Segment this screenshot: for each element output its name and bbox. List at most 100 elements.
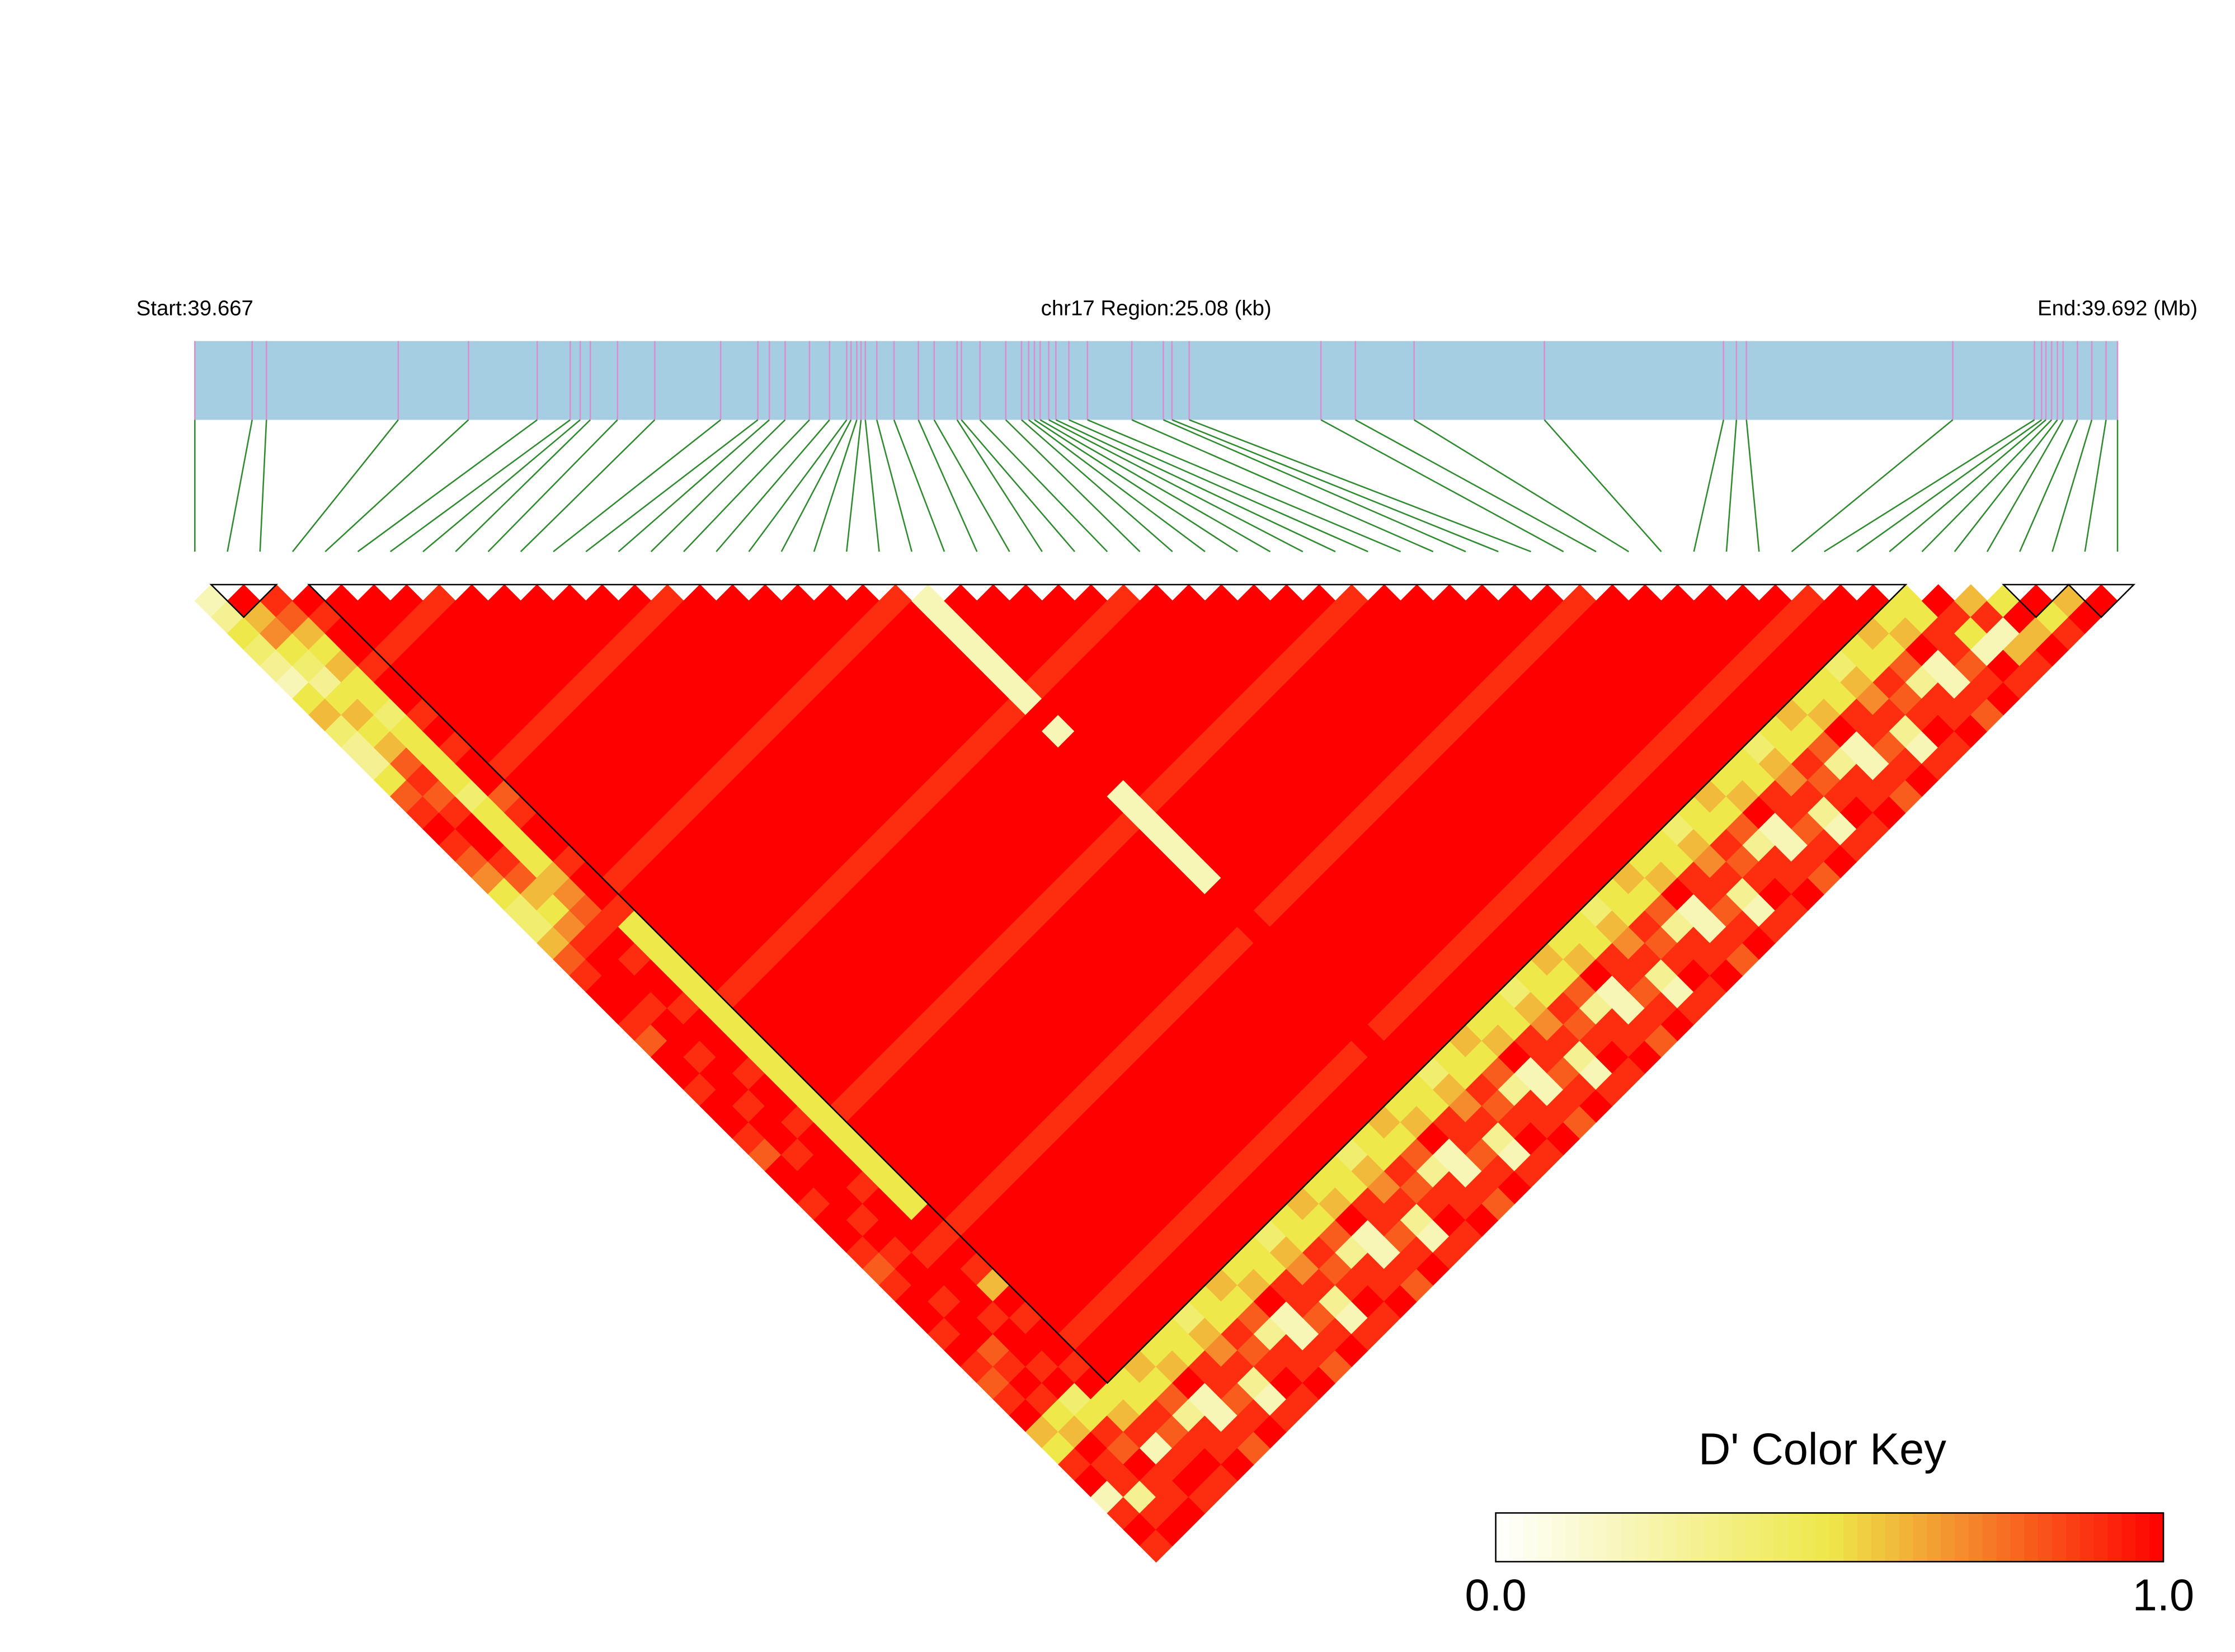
color-key-swatch [1773,1513,1789,1562]
color-key-swatch [1704,1513,1719,1562]
snp-link [813,420,858,552]
snp-link [618,419,770,553]
snp-link [1189,419,1531,553]
color-key-swatch [2065,1513,2081,1562]
snp-link [1413,419,1629,553]
color-key-swatch [1579,1513,1594,1562]
snp-link [227,420,253,552]
color-key-swatch [1746,1513,1761,1562]
snp-link [2084,420,2107,552]
color-key-swatch [1593,1513,1608,1562]
snp-link [961,419,1075,552]
color-key-swatch [1843,1513,1858,1562]
color-key-swatch [1718,1513,1733,1562]
snp-link [1034,419,1238,553]
color-key-swatch [2121,1513,2137,1562]
color-key-swatch [1523,1513,1538,1562]
color-key-swatch [1996,1513,2011,1562]
snp-link [390,419,571,553]
color-key-swatch [1899,1513,1914,1562]
snp-link [846,420,862,552]
color-key-swatch [1871,1513,1886,1562]
color-key-swatch [1787,1513,1803,1562]
snp-link [1021,419,1173,553]
snp-link [1954,419,2058,552]
snp-link [1163,419,1466,553]
snp-link [1544,419,1662,552]
color-key-swatch [2024,1513,2039,1562]
color-key-swatch [2052,1513,2067,1562]
snp-link [259,420,267,552]
snp-link [585,419,759,553]
color-key-swatch [1607,1513,1622,1562]
snp-link [1824,419,2035,553]
snp-link [1171,419,1499,553]
snp-link [2052,420,2093,552]
snp-link [893,420,945,552]
x-tick-label: End:39.692 (Mb) [2038,296,2198,321]
snp-link [917,419,978,552]
snp-link [520,419,656,553]
snp-link [956,419,1043,552]
color-key-swatch [2010,1513,2025,1562]
snp-link [979,419,1108,552]
color-key-tick-label: 1.0 [2133,1570,2194,1620]
ld-block [2067,583,2136,619]
color-key-tick-label: 0.0 [1465,1570,1526,1620]
snp-link [1856,419,2043,553]
snp-link [1320,419,1564,553]
color-key-swatch [1621,1513,1636,1562]
color-key-swatch [1551,1513,1566,1562]
snp-link [1921,419,2053,552]
snp-link [1131,419,1434,553]
chart-title: chr17 Region:25.08 (kb) [1041,296,1272,321]
snp-link [1005,419,1141,553]
color-key-swatch [2149,1513,2165,1562]
snp-link [1028,419,1206,553]
x-tick-label: Start:39.667 [137,296,253,321]
color-key-swatch [1565,1513,1580,1562]
color-key-swatch [1857,1513,1872,1562]
snp-link [716,419,830,552]
snp-link [864,420,880,552]
snp-link [1889,419,2046,553]
color-key-swatch [1635,1513,1650,1562]
snp-link [1087,419,1401,553]
color-key-swatch [1649,1513,1664,1562]
color-key-swatch [1885,1513,1900,1562]
region-bar [195,341,2118,420]
snp-link [2019,419,2078,552]
ld-block [2002,583,2071,619]
snp-link [553,419,721,553]
snp-link [1986,419,2064,552]
snp-link [1725,420,1738,552]
color-key-swatch [2107,1513,2123,1562]
snp-link [1055,419,1336,553]
color-key-swatch [2038,1513,2053,1562]
snp-link [1039,419,1271,553]
color-key-swatch [1913,1513,1928,1562]
color-key-swatch [2093,1513,2109,1562]
color-key-swatch [1815,1513,1831,1562]
snp-link [1355,419,1597,553]
color-key-swatch [1927,1513,1942,1562]
snp-link [1791,419,1954,553]
snp-link [1048,419,1304,553]
color-key-swatch [2079,1513,2095,1562]
snp-link [1693,420,1725,552]
color-key-swatch [1968,1513,1984,1562]
color-key-swatch [1829,1513,1845,1562]
color-key-border [1495,1512,2165,1562]
color-key-swatch [1690,1513,1705,1562]
snp-link [487,419,618,552]
snp-link [422,419,581,553]
snp-link [455,419,591,553]
snp-link [292,419,399,552]
color-key-swatch [1732,1513,1747,1562]
snp-link [876,420,913,552]
snp-link [1068,419,1368,553]
color-key-swatch [1537,1513,1552,1562]
color-key-swatch [2135,1513,2151,1562]
color-key-swatch [1982,1513,1997,1562]
